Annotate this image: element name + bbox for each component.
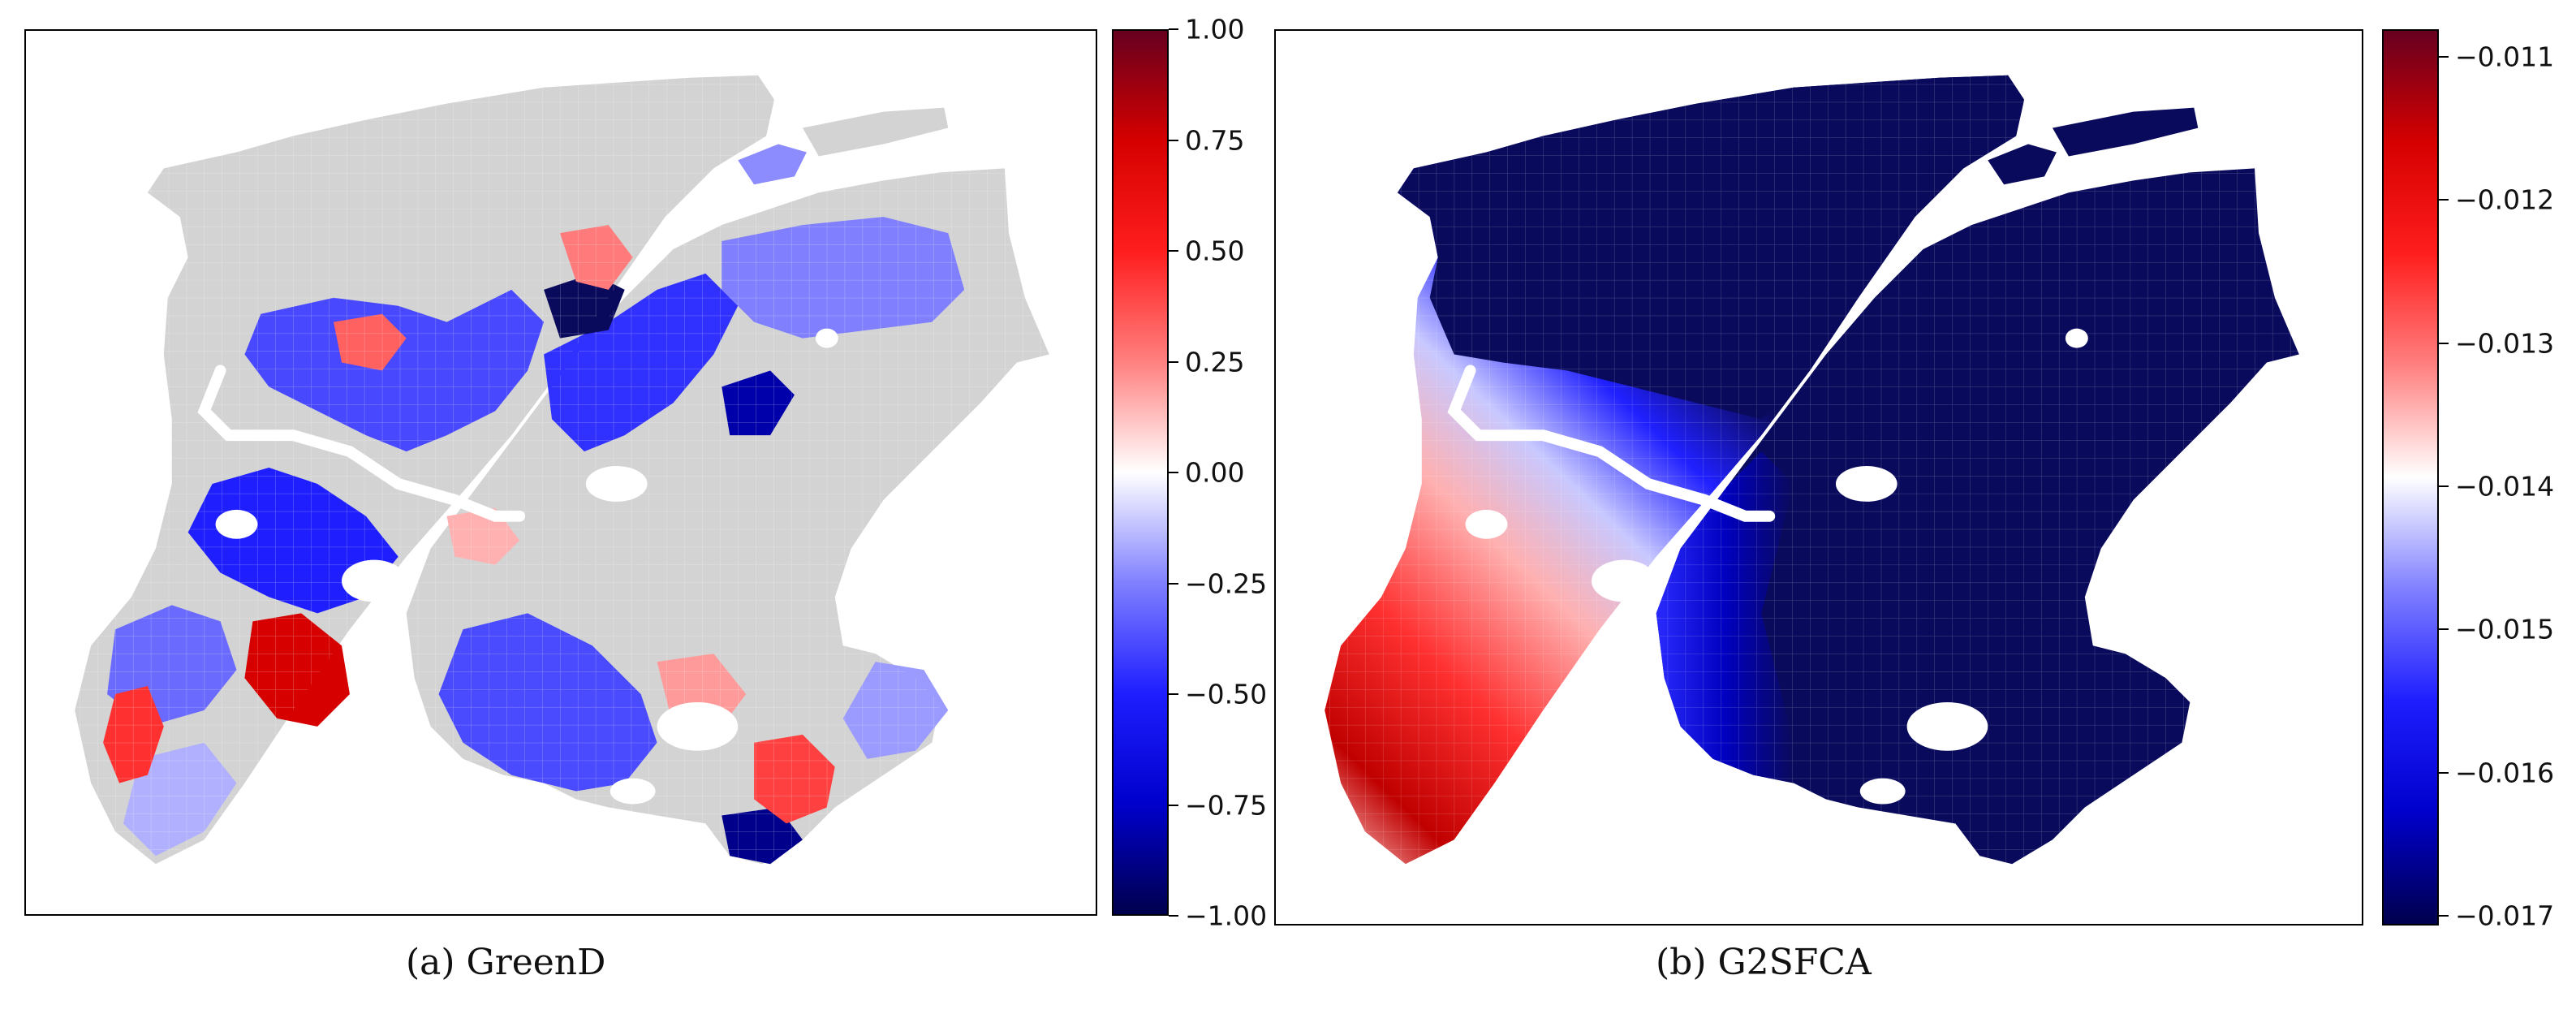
colorbar-tick: 1.00 <box>1169 13 1290 45</box>
colorbar-tick: −1.00 <box>1169 900 1290 932</box>
lake-b-2 <box>1592 559 1656 602</box>
district-island-b <box>1988 144 2057 185</box>
map-greend <box>24 29 1097 916</box>
district-northeast-strip-b <box>2052 107 2199 157</box>
colorbar-tick-label: 0.00 <box>1185 456 1245 489</box>
colorbar-tick: −0.017 <box>2439 900 2561 932</box>
lake-6 <box>815 328 838 348</box>
colorbar-tick-label: −0.011 <box>2455 41 2555 73</box>
colorbar-tick-mark <box>1169 28 1178 30</box>
lake-2 <box>341 559 407 602</box>
colorbar-tick: −0.25 <box>1169 567 1290 600</box>
colorbar-tick-label: −0.75 <box>1185 789 1268 821</box>
colorbar-tick-mark <box>2439 199 2449 201</box>
colorbar-tick-mark <box>2439 915 2449 917</box>
lake-b-3 <box>1906 701 1988 751</box>
colorbar-tick-mark <box>1169 472 1178 473</box>
colorbar-tick-mark <box>1169 360 1178 363</box>
colorbar-tick: 0.25 <box>1169 346 1290 378</box>
colorbar-tick-label: −0.50 <box>1185 678 1268 710</box>
tributary-river-b <box>1447 365 1776 522</box>
colorbar-tick: 0.50 <box>1169 235 1290 267</box>
colorbar-tick-label: 0.50 <box>1185 235 1245 267</box>
colorbar-g2sfca <box>2382 29 2439 926</box>
colorbar-tick: 0.75 <box>1169 124 1290 157</box>
colorbar-tick: −0.75 <box>1169 789 1290 822</box>
colorbar-tick: −0.50 <box>1169 678 1290 710</box>
colorbar-tick-mark <box>1169 250 1178 252</box>
colorbar-tick-mark <box>1169 915 1178 917</box>
district-northeast-strip <box>802 107 949 157</box>
colorbar-tick: −0.015 <box>2439 613 2561 645</box>
lake-3 <box>657 701 739 751</box>
colorbar-tick-mark <box>2439 628 2449 631</box>
colorbar-tick-label: −0.012 <box>2455 183 2555 216</box>
colorbar-tick-label: −0.25 <box>1185 567 1268 599</box>
lake-b-1 <box>1835 466 1898 502</box>
colorbar-tick-label: −0.017 <box>2455 900 2555 932</box>
colorbar-tick-mark <box>1169 804 1178 806</box>
tributary-river <box>197 365 526 522</box>
caption-g2sfca: (b) G2SFCA <box>1656 942 1872 983</box>
map-g2sfca-svg <box>1325 75 2299 865</box>
lake-b-4 <box>1859 778 1906 805</box>
colorbar-tick: 0.00 <box>1169 456 1290 489</box>
lake-5 <box>215 509 258 539</box>
colorbar-tick-label: 0.75 <box>1185 124 1245 156</box>
lake-4 <box>610 778 656 805</box>
colorbar-tick-label: −0.014 <box>2455 470 2555 503</box>
colorbar-tick: −0.013 <box>2439 327 2561 360</box>
colorbar-tick-mark <box>1169 139 1178 141</box>
colorbar-tick-label: −0.016 <box>2455 757 2555 789</box>
colorbar-tick-label: −0.015 <box>2455 613 2555 645</box>
colorbar-tick-mark <box>2439 56 2449 58</box>
colorbar-tick-label: 0.25 <box>1185 346 1245 378</box>
colorbar-tick: −0.014 <box>2439 470 2561 503</box>
colorbar-tick-mark <box>2439 342 2449 344</box>
caption-greend: (a) GreenD <box>406 942 606 983</box>
map-g2sfca <box>1274 29 2363 926</box>
colorbar-tick: −0.011 <box>2439 41 2561 73</box>
colorbar-tick: −0.012 <box>2439 183 2561 216</box>
colorbar-tick-mark <box>1169 582 1178 585</box>
map-greend-svg <box>75 75 1049 865</box>
colorbar-tick-label: 1.00 <box>1185 13 1245 45</box>
lake-b-6 <box>2065 328 2088 348</box>
colorbar-tick-mark <box>1169 693 1178 695</box>
colorbar-tick-mark <box>2439 771 2449 774</box>
panel-g2sfca: −0.011 −0.012 −0.013 −0.014 −0.015 −0.016 −0.0… <box>1266 0 2576 1014</box>
lake-1 <box>585 466 648 502</box>
colorbar-tick-label: −0.013 <box>2455 327 2555 360</box>
lake-b-5 <box>1465 509 1508 539</box>
colorbar-tick: −0.016 <box>2439 757 2561 789</box>
panel-greend: 1.00 0.75 0.50 0.25 0.00 −0.25 −0.50 −0.75 −1.00… <box>0 0 1267 1014</box>
colorbar-tick-label: −1.00 <box>1185 900 1268 932</box>
district-island <box>738 144 807 185</box>
colorbar-tick-mark <box>2439 485 2449 487</box>
colorbar-greend <box>1112 29 1169 916</box>
